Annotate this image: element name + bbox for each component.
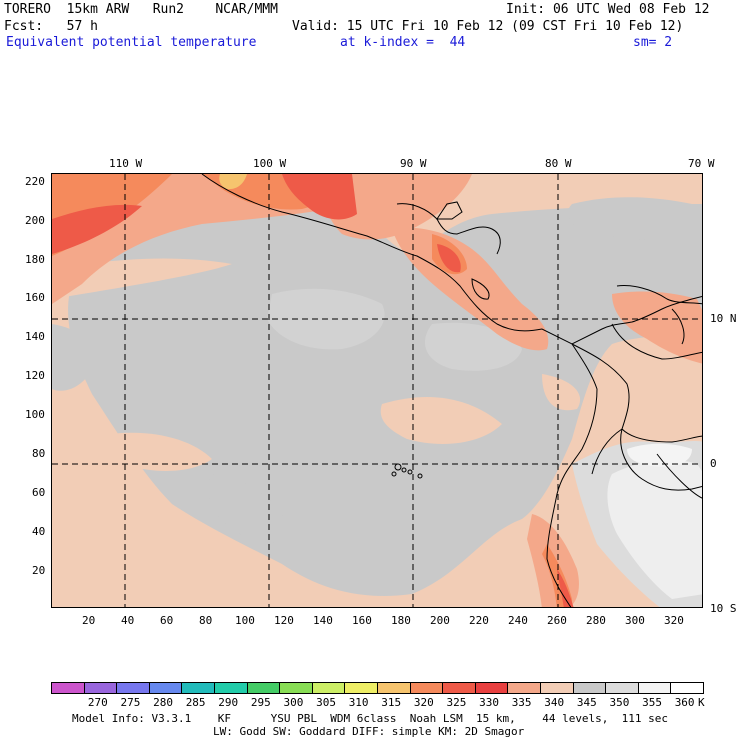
color-bar-segment <box>540 682 574 694</box>
color-bar-label: 335 <box>511 696 532 709</box>
color-bar-segment <box>344 682 378 694</box>
coastlines <box>201 174 702 607</box>
red-regions <box>52 174 574 607</box>
color-bar-label: 310 <box>348 696 369 709</box>
color-bar-label: 345 <box>576 696 597 709</box>
color-bar-segment <box>409 682 444 694</box>
color-bar-label: 330 <box>479 696 499 709</box>
color-bar-segment <box>605 682 639 694</box>
model-title: TORERO 15km ARW Run2 NCAR/MMM <box>4 2 278 17</box>
y-tick-label: 180 <box>25 253 45 266</box>
color-bar-label: 295 <box>250 696 271 709</box>
color-bar-segment <box>474 682 509 694</box>
color-bar-segment <box>246 682 281 694</box>
color-bar-segment <box>572 682 607 694</box>
color-bar <box>51 682 704 694</box>
y-tick-label: 200 <box>25 214 45 227</box>
x-tick-label: 200 <box>430 614 450 627</box>
color-bar-label: 290 <box>218 696 239 709</box>
physics-info: LW: Godd SW: Goddard DIFF: simple KM: 2D… <box>213 725 525 738</box>
x-tick-label: 120 <box>274 614 294 627</box>
lat-label-10n: 10 N <box>710 312 737 325</box>
color-bar-label: 280 <box>153 696 173 709</box>
theta-e-field <box>52 174 702 607</box>
country-borders <box>571 323 702 499</box>
x-tick-label: 160 <box>352 614 372 627</box>
x-tick-label: 100 <box>235 614 255 627</box>
level-label: at k-index = 44 <box>340 35 466 50</box>
x-tick-label: 240 <box>508 614 528 627</box>
y-tick-label: 80 <box>32 447 46 460</box>
color-bar-label: 305 <box>316 696 336 709</box>
color-bar-label: 315 <box>381 696 402 709</box>
x-tick-label: 40 <box>121 614 135 627</box>
lat-label-10s: 10 S <box>710 602 737 615</box>
x-tick-label: 320 <box>664 614 684 627</box>
color-bar-segment <box>311 682 346 694</box>
lon-label-70w: 70 W <box>688 157 715 170</box>
smoothing-label: sm= 2 <box>633 35 673 50</box>
x-tick-label: 220 <box>469 614 489 627</box>
lat-lon-grid <box>52 174 702 607</box>
y-tick-label: 40 <box>32 525 46 538</box>
color-bar-label: 340 <box>544 696 565 709</box>
x-tick-label: 140 <box>313 614 333 627</box>
color-bar-segment <box>181 682 215 694</box>
x-tick-label: 280 <box>586 614 606 627</box>
valid-time: Valid: 15 UTC Fri 10 Feb 12 (09 CST Fri … <box>292 19 684 34</box>
y-tick-label: 20 <box>32 564 46 577</box>
color-bar-segment <box>214 682 248 694</box>
model-info: Model Info: V3.3.1 KF YSU PBL WDM 6class… <box>72 712 669 725</box>
color-bar-segment <box>51 682 85 694</box>
y-tick-label: 140 <box>25 330 45 343</box>
color-bar-label: 360 <box>674 696 695 709</box>
x-tick-label: 80 <box>199 614 213 627</box>
y-tick-label: 160 <box>25 291 45 304</box>
y-tick-label: 60 <box>32 486 46 499</box>
x-tick-label: 260 <box>547 614 567 627</box>
color-bar-segment <box>148 682 183 694</box>
color-bar-segment <box>83 682 118 694</box>
lon-label-110w: 110 W <box>109 157 143 170</box>
color-bar-unit: K <box>698 696 705 709</box>
color-bar-label: 275 <box>120 696 141 709</box>
y-tick-label: 220 <box>25 175 45 188</box>
lon-label-80w: 80 W <box>545 157 572 170</box>
color-bar-label: 320 <box>413 696 434 709</box>
y-tick-label: 120 <box>25 369 45 382</box>
y-tick-label: 100 <box>25 408 45 421</box>
color-bar-label: 325 <box>446 696 467 709</box>
x-tick-label: 20 <box>82 614 96 627</box>
color-bar-label: 285 <box>185 696 206 709</box>
x-tick-label: 60 <box>160 614 174 627</box>
color-bar-segment <box>442 682 476 694</box>
color-bar-segment <box>637 682 672 694</box>
map-plot <box>51 173 703 608</box>
color-bar-segment <box>279 682 313 694</box>
field-name: Equivalent potential temperature <box>6 35 257 50</box>
yellow-core <box>219 174 247 190</box>
color-bar-segment <box>116 682 150 694</box>
galapagos-islands <box>391 463 423 479</box>
lon-label-100w: 100 W <box>253 157 287 170</box>
lon-label-90w: 90 W <box>400 157 427 170</box>
south-america-interior <box>572 441 702 607</box>
color-bar-label: 300 <box>283 696 304 709</box>
color-bar-segment <box>377 682 411 694</box>
color-bar-label: 355 <box>642 696 662 709</box>
lat-label-0: 0 <box>710 457 717 470</box>
init-time: Init: 06 UTC Wed 08 Feb 12 <box>506 2 710 17</box>
gray-regions <box>52 197 702 596</box>
color-bar-label: 270 <box>87 696 108 709</box>
x-tick-label: 300 <box>625 614 645 627</box>
x-tick-label: 180 <box>391 614 411 627</box>
color-bar-segment <box>507 682 541 694</box>
forecast-hour: Fcst: 57 h <box>4 19 98 34</box>
color-bar-label: 350 <box>609 696 630 709</box>
color-bar-segment <box>670 682 704 694</box>
